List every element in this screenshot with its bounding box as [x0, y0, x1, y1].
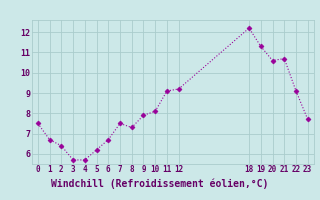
Text: Windchill (Refroidissement éolien,°C): Windchill (Refroidissement éolien,°C) — [51, 179, 269, 189]
